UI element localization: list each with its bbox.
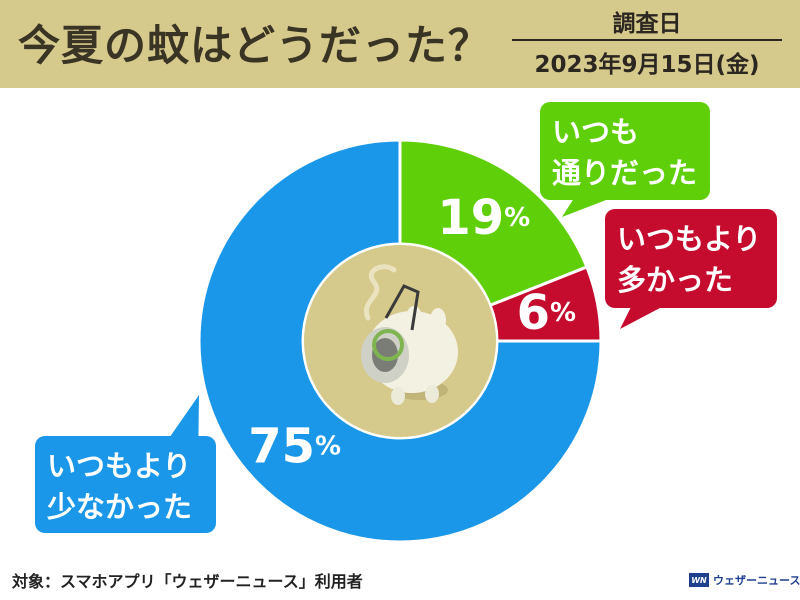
- slice-labels-layer: 19% 6% 75%: [248, 190, 576, 475]
- header-band: 今夏の蚊はどうだった？ 調査日 2023年9月15日(金): [0, 0, 800, 88]
- survey-date: 2023年9月15日(金): [534, 52, 760, 78]
- callout-less-line1: いつもより: [47, 449, 192, 483]
- brand-name: ウェザーニュース: [713, 574, 800, 587]
- callout-more: いつもより 多かった: [605, 209, 777, 308]
- callout-usual-line2: 通りだった: [552, 156, 698, 190]
- callout-usual: いつも 通りだった: [540, 102, 710, 200]
- mosquito-coil-pig-icon: [361, 264, 458, 405]
- callout-less-line2: 少なかった: [47, 490, 193, 524]
- weathernews-logo-icon: WN: [689, 573, 709, 587]
- survey-divider: [512, 39, 782, 41]
- slice-label-usual: 19%: [437, 190, 530, 246]
- slice-usual: [398, 138, 589, 308]
- survey-target-note: 対象：スマホアプリ「ウェザーニュース」利用者: [12, 572, 363, 591]
- callout-more-line2: 多かった: [617, 263, 734, 297]
- callout-usual-line1: いつも: [552, 115, 640, 149]
- slices-layer: [197, 138, 603, 544]
- slice-label-less: 75%: [248, 418, 341, 474]
- callout-less: いつもより 少なかった: [35, 436, 216, 533]
- center-layer: [304, 245, 496, 437]
- chart-title: 今夏の蚊はどうだった？: [18, 21, 492, 70]
- callout-more-line1: いつもより: [617, 222, 762, 256]
- slice-less: [197, 138, 603, 544]
- brand: WN ウェザーニュース: [689, 572, 800, 588]
- survey-date-label: 調査日: [612, 11, 682, 37]
- slice-label-more: 6%: [517, 285, 576, 341]
